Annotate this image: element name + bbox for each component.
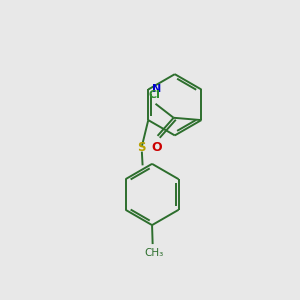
Text: S: S [138,141,146,154]
Text: N: N [152,85,162,94]
Text: O: O [151,141,162,154]
Text: CH₃: CH₃ [144,248,163,258]
Text: Cl: Cl [148,90,160,100]
